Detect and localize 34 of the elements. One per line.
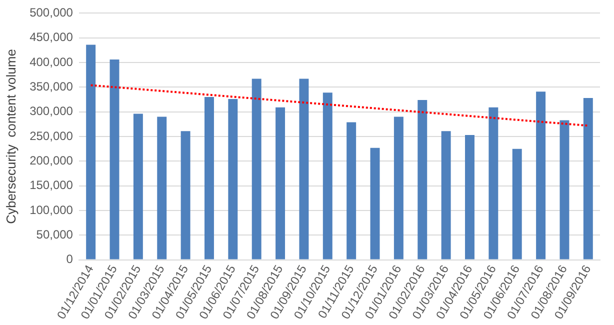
- bar: [180, 131, 190, 260]
- bar: [157, 116, 167, 260]
- y-tick-label: 350,000: [30, 79, 74, 94]
- bar: [512, 148, 522, 260]
- bar: [465, 135, 474, 260]
- y-axis-title: Cybersecurity content volume: [3, 49, 18, 224]
- bar: [583, 98, 593, 260]
- y-tick-label: 450,000: [30, 30, 74, 44]
- y-tick-label: 500,000: [30, 6, 74, 20]
- bar: [418, 100, 428, 260]
- bar: [133, 114, 143, 260]
- y-tick-label: 200,000: [30, 153, 74, 168]
- bar: [488, 107, 498, 260]
- bar: [441, 131, 451, 260]
- bar: [394, 116, 404, 260]
- y-tick-label: 150,000: [30, 178, 74, 192]
- y-tick-label: 400,000: [30, 54, 74, 69]
- y-tick-label: 300,000: [30, 104, 74, 118]
- bar: [228, 99, 238, 260]
- y-tick-label: 250,000: [30, 128, 74, 143]
- bar: [276, 107, 286, 260]
- bar: [299, 78, 309, 260]
- bar: [110, 60, 120, 260]
- bar: [204, 97, 214, 260]
- bar: [346, 122, 356, 260]
- y-tick-label: 0: [66, 252, 74, 266]
- bar: [86, 44, 96, 260]
- bar: [560, 120, 570, 260]
- bar: [370, 148, 380, 260]
- bar: [536, 92, 546, 260]
- bar: [252, 78, 262, 260]
- bar: [322, 92, 332, 260]
- y-tick-label: 50,000: [36, 227, 74, 242]
- y-tick-label: 100,000: [30, 202, 74, 217]
